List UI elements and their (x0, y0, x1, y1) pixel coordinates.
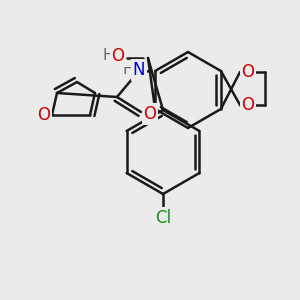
Text: Cl: Cl (155, 209, 171, 227)
Text: O: O (242, 63, 254, 81)
Text: O: O (242, 96, 254, 114)
Text: H: H (122, 62, 134, 77)
Text: N: N (133, 61, 145, 79)
Text: O: O (112, 47, 124, 65)
Text: O: O (38, 106, 50, 124)
Text: O: O (143, 105, 157, 123)
Text: H: H (102, 49, 114, 64)
